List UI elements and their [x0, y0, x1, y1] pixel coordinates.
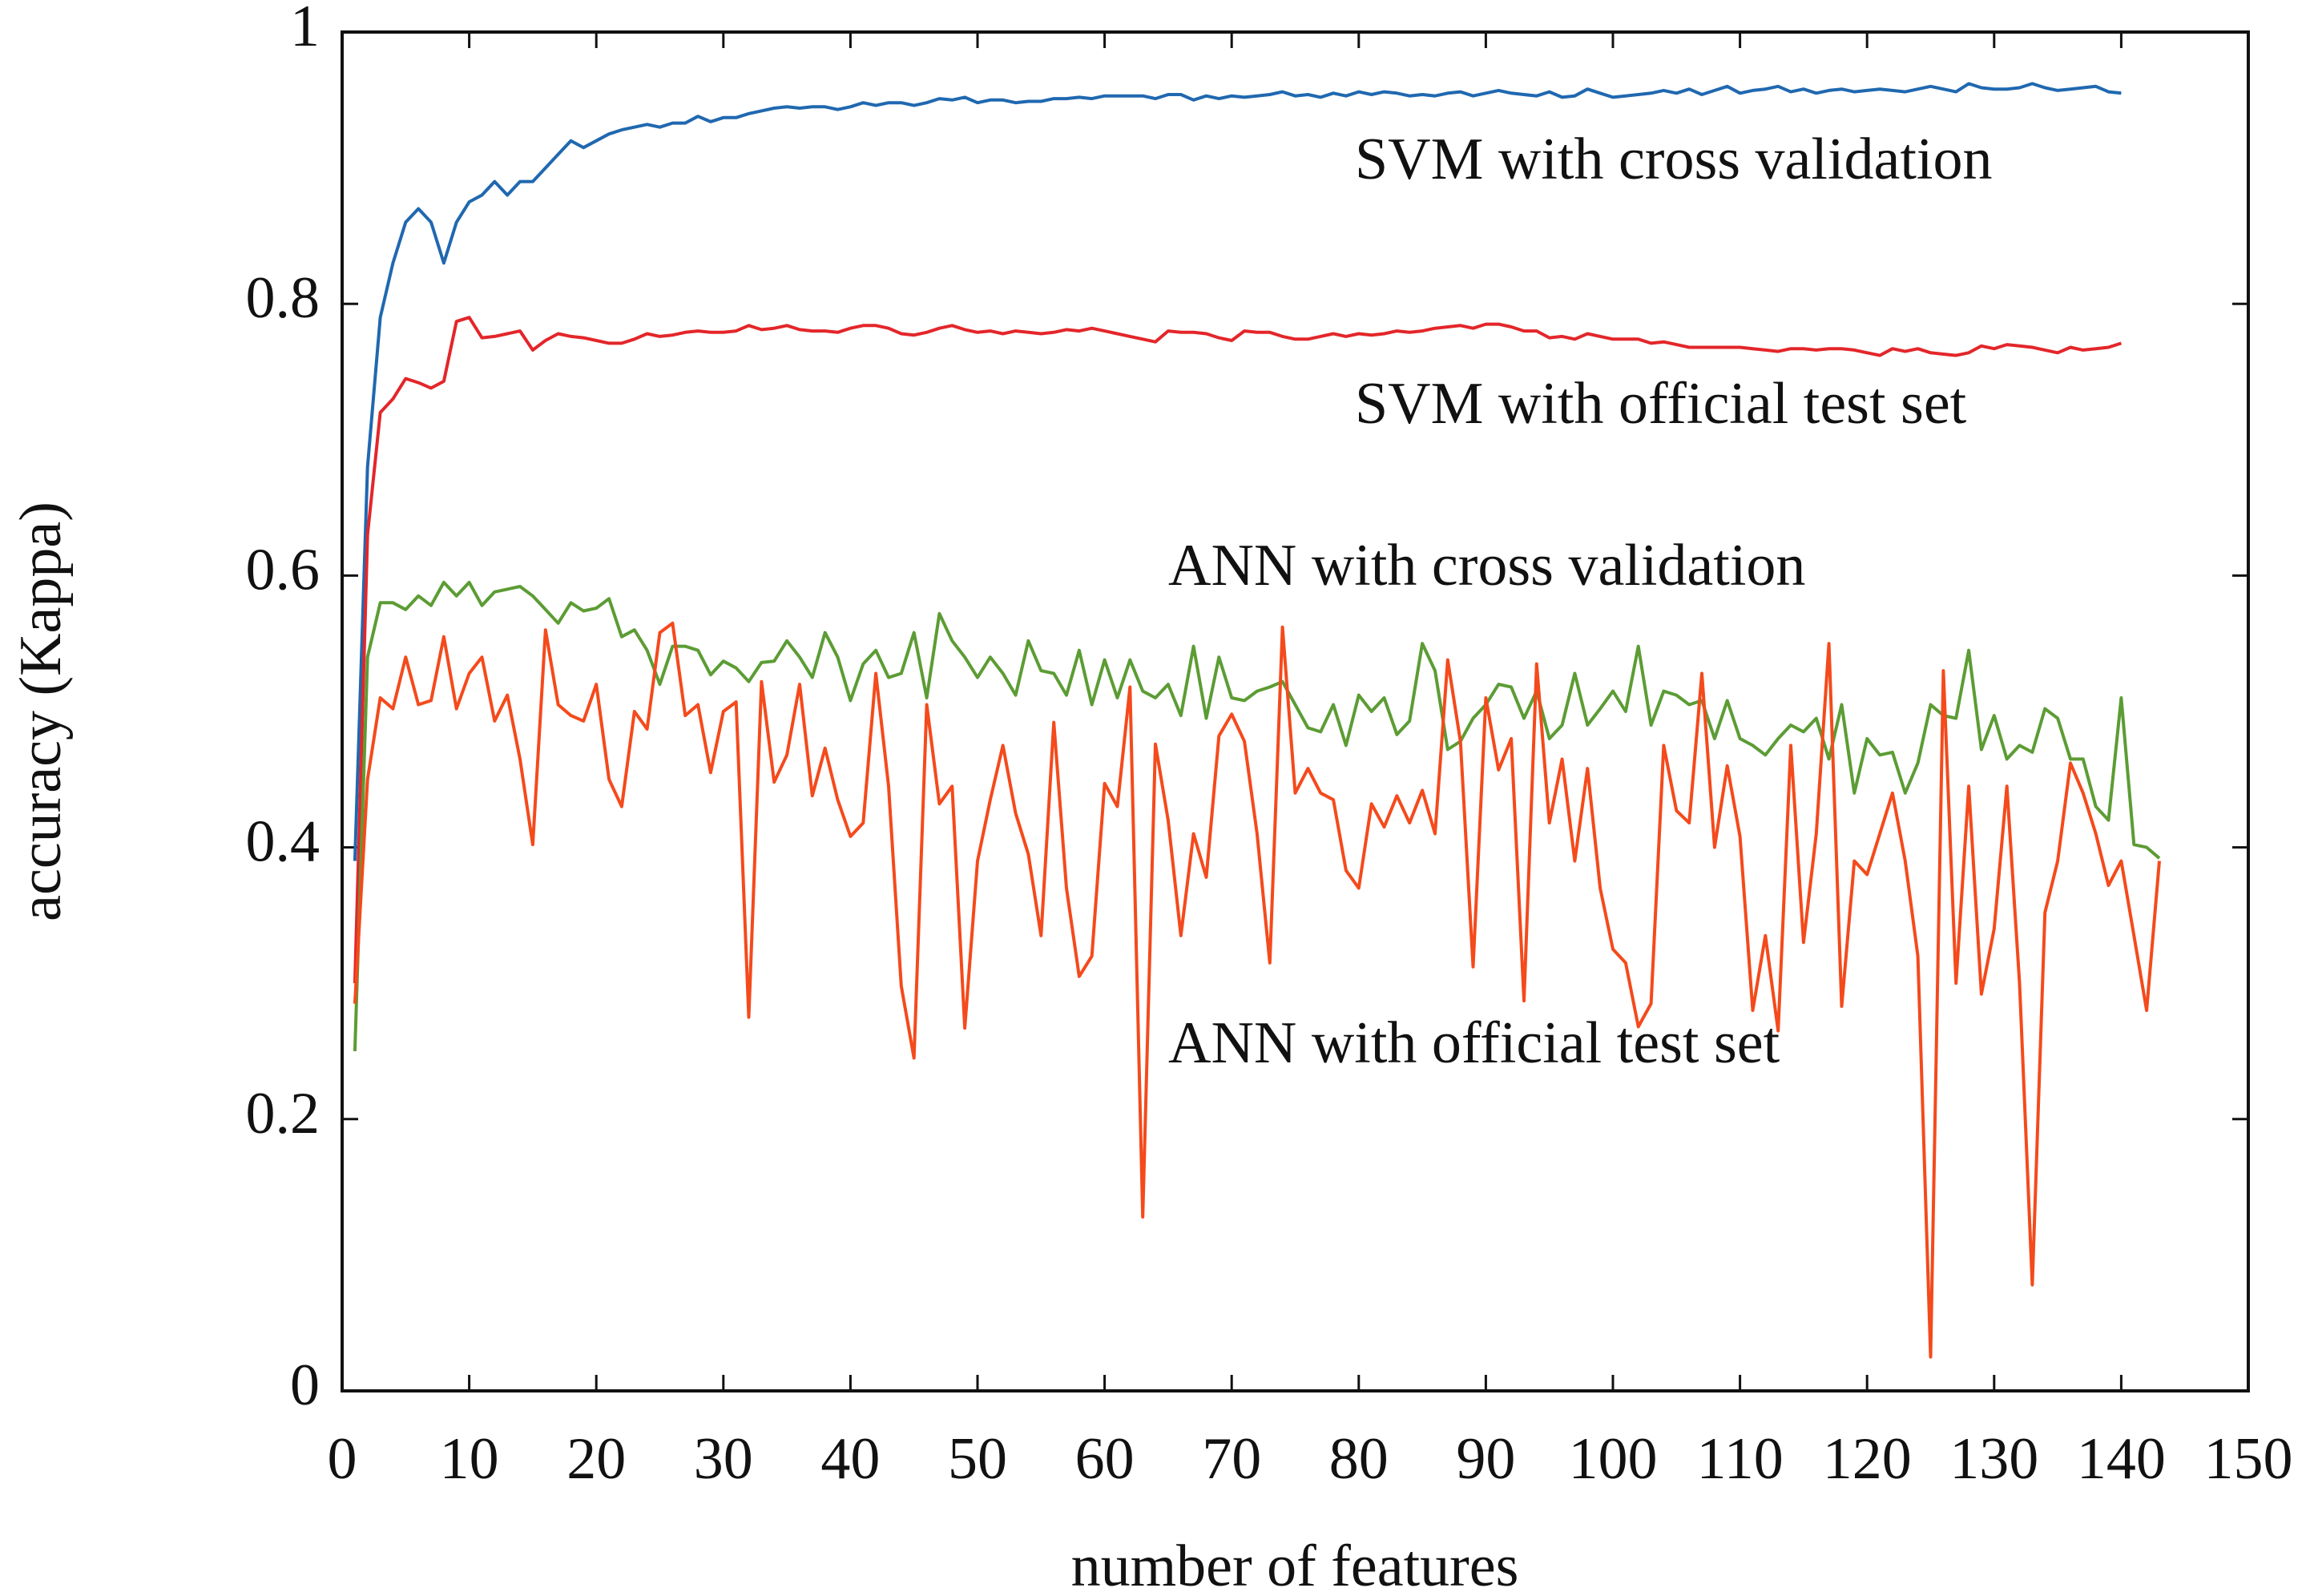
- series-annotation: SVM with cross validation: [1355, 127, 1992, 192]
- x-tick-label: 0: [328, 1426, 357, 1492]
- series-annotation: ANN with official test set: [1168, 1010, 1780, 1076]
- y-tick-label: 0.6: [246, 537, 320, 603]
- x-tick-label: 100: [1569, 1426, 1658, 1492]
- x-tick-label: 90: [1456, 1426, 1515, 1492]
- y-tick-label: 1: [290, 0, 320, 59]
- series-annotation: ANN with cross validation: [1168, 533, 1805, 598]
- x-tick-label: 40: [820, 1426, 880, 1492]
- x-tick-label: 110: [1696, 1426, 1783, 1492]
- series-annotation: SVM with official test set: [1355, 371, 1967, 437]
- series-line: [353, 621, 2161, 1359]
- series-line: [353, 580, 2161, 1052]
- y-tick-label: 0.4: [246, 809, 320, 875]
- x-axis-label: number of features: [1071, 1534, 1519, 1596]
- x-tick-label: 50: [948, 1426, 1007, 1492]
- x-tick-label: 20: [566, 1426, 626, 1492]
- x-tick-label: 60: [1075, 1426, 1135, 1492]
- x-tick-label: 140: [2077, 1426, 2166, 1492]
- y-tick-label: 0.8: [246, 265, 320, 331]
- x-tick-label: 120: [1823, 1426, 1912, 1492]
- series-line: [353, 316, 2123, 984]
- y-tick-label: 0: [290, 1352, 320, 1418]
- y-tick-label: 0.2: [246, 1081, 320, 1147]
- series-line: [353, 82, 2122, 861]
- x-tick-label: 10: [440, 1426, 499, 1492]
- x-tick-label: 30: [694, 1426, 753, 1492]
- x-tick-label: 150: [2204, 1426, 2293, 1492]
- y-axis-label: accuracy (Kappa): [8, 502, 74, 921]
- plot-frame: [341, 30, 2250, 1392]
- x-tick-label: 130: [1949, 1426, 2038, 1492]
- x-tick-label: 80: [1329, 1426, 1389, 1492]
- x-tick-label: 70: [1202, 1426, 1261, 1492]
